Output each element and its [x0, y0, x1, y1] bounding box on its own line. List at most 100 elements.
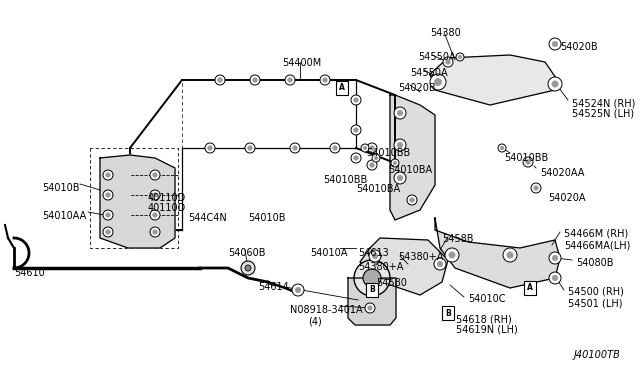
- Circle shape: [458, 55, 462, 59]
- Circle shape: [397, 110, 403, 116]
- Text: J40100TB: J40100TB: [573, 350, 620, 360]
- Circle shape: [552, 81, 558, 87]
- Circle shape: [394, 139, 406, 151]
- Circle shape: [549, 252, 561, 264]
- Circle shape: [351, 125, 361, 135]
- Text: 54550A: 54550A: [410, 68, 447, 78]
- Circle shape: [430, 74, 446, 90]
- Circle shape: [354, 128, 358, 132]
- Circle shape: [370, 163, 374, 167]
- Text: 54080B: 54080B: [576, 258, 614, 268]
- Circle shape: [153, 193, 157, 197]
- Circle shape: [354, 156, 358, 160]
- Circle shape: [369, 250, 381, 262]
- Circle shape: [368, 306, 372, 310]
- Circle shape: [106, 173, 110, 177]
- Circle shape: [498, 144, 506, 152]
- Circle shape: [525, 160, 531, 164]
- Circle shape: [320, 75, 330, 85]
- Polygon shape: [100, 155, 175, 248]
- Circle shape: [150, 190, 160, 200]
- Circle shape: [437, 261, 443, 267]
- Circle shape: [253, 78, 257, 82]
- FancyBboxPatch shape: [336, 81, 348, 95]
- Circle shape: [394, 172, 406, 184]
- Circle shape: [397, 142, 403, 148]
- Circle shape: [370, 146, 374, 150]
- Circle shape: [103, 190, 113, 200]
- Circle shape: [285, 75, 295, 85]
- Text: 54610: 54610: [14, 268, 45, 278]
- Text: (4): (4): [308, 316, 322, 326]
- Text: 54010B: 54010B: [248, 213, 285, 223]
- Circle shape: [361, 144, 369, 152]
- Circle shape: [443, 57, 453, 67]
- Text: 54380+A: 54380+A: [358, 262, 403, 272]
- Circle shape: [215, 75, 225, 85]
- Text: 54614: 54614: [258, 282, 289, 292]
- Circle shape: [552, 255, 557, 261]
- Text: 40110D: 40110D: [148, 203, 186, 213]
- Text: 5458B: 5458B: [442, 234, 474, 244]
- Text: N08918-3401A: N08918-3401A: [290, 305, 363, 315]
- Circle shape: [150, 210, 160, 220]
- Circle shape: [391, 159, 399, 167]
- Circle shape: [397, 175, 403, 181]
- Text: 54525N (LH): 54525N (LH): [572, 109, 634, 119]
- Circle shape: [354, 98, 358, 102]
- Circle shape: [103, 227, 113, 237]
- Text: 54524N (RH): 54524N (RH): [572, 98, 636, 108]
- Text: 54010BB: 54010BB: [323, 175, 367, 185]
- Circle shape: [372, 253, 378, 259]
- Circle shape: [372, 154, 380, 162]
- Text: 54613: 54613: [358, 248, 388, 258]
- Circle shape: [552, 41, 557, 47]
- Circle shape: [507, 252, 513, 258]
- Circle shape: [323, 78, 327, 82]
- Text: 54618 (RH): 54618 (RH): [456, 314, 512, 324]
- Circle shape: [534, 186, 538, 190]
- Text: 54380: 54380: [430, 28, 461, 38]
- Text: 54060B: 54060B: [228, 248, 266, 258]
- Circle shape: [295, 287, 301, 293]
- Circle shape: [103, 210, 113, 220]
- FancyBboxPatch shape: [366, 283, 378, 297]
- Circle shape: [445, 248, 459, 262]
- Circle shape: [288, 78, 292, 82]
- Text: 54580: 54580: [376, 278, 407, 288]
- Text: 54010A: 54010A: [310, 248, 348, 258]
- Circle shape: [549, 272, 561, 284]
- Text: A: A: [527, 283, 533, 292]
- Circle shape: [363, 269, 381, 287]
- Circle shape: [456, 53, 464, 61]
- Circle shape: [290, 143, 300, 153]
- Circle shape: [218, 78, 222, 82]
- Circle shape: [106, 213, 110, 217]
- Polygon shape: [360, 238, 448, 295]
- Text: 54380+A: 54380+A: [398, 252, 444, 262]
- Circle shape: [500, 146, 504, 150]
- Circle shape: [552, 275, 557, 281]
- Circle shape: [354, 260, 390, 296]
- Text: 544C4N: 544C4N: [188, 213, 227, 223]
- Text: 54010AA: 54010AA: [42, 211, 86, 221]
- Circle shape: [531, 183, 541, 193]
- Polygon shape: [390, 95, 435, 220]
- Circle shape: [208, 146, 212, 150]
- Text: 54550A: 54550A: [418, 52, 456, 62]
- Circle shape: [153, 173, 157, 177]
- Circle shape: [548, 77, 562, 91]
- Circle shape: [205, 143, 215, 153]
- Circle shape: [394, 107, 406, 119]
- Circle shape: [367, 143, 377, 153]
- Text: A: A: [339, 83, 345, 93]
- Circle shape: [410, 198, 414, 202]
- Text: 54010BB: 54010BB: [504, 153, 548, 163]
- Circle shape: [367, 160, 377, 170]
- Circle shape: [241, 261, 255, 275]
- Circle shape: [245, 265, 251, 271]
- FancyBboxPatch shape: [442, 306, 454, 320]
- Text: 54010B: 54010B: [42, 183, 79, 193]
- Text: 54466M (RH): 54466M (RH): [564, 228, 628, 238]
- Text: 54501 (LH): 54501 (LH): [568, 298, 623, 308]
